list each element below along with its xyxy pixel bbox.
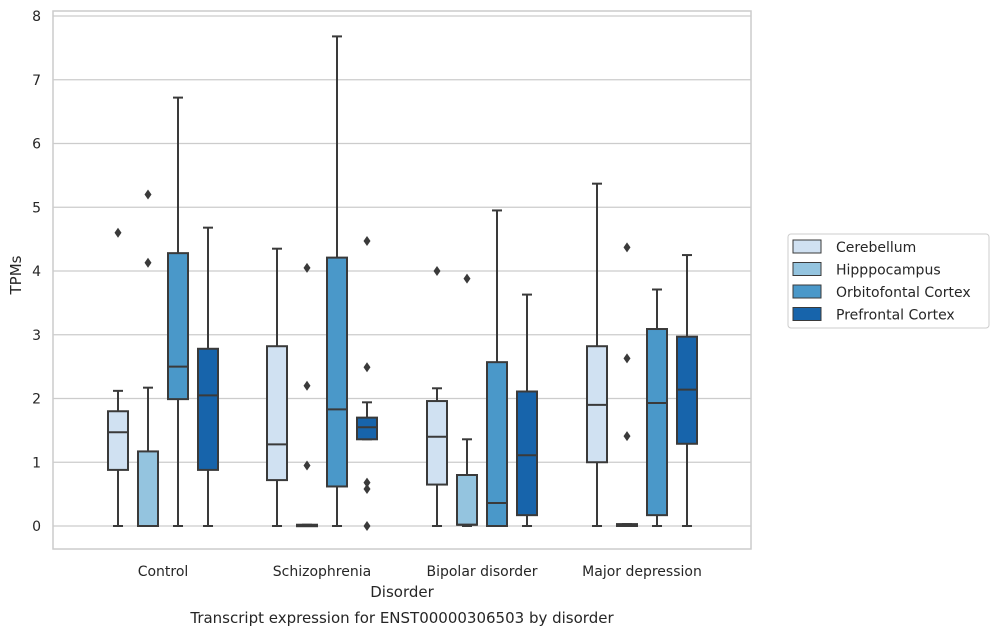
box-prefrontal-cortex-bipolar-disorder (516, 293, 538, 527)
chart-caption: Transcript expression for ENST0000030650… (189, 609, 614, 627)
box-hipppocampus-major-depression (616, 242, 638, 528)
outlier-point (363, 521, 371, 531)
box-iqr (266, 345, 288, 482)
outlier-point (463, 273, 471, 284)
box-iqr (516, 390, 538, 517)
y-tick-label: 1 (32, 455, 41, 471)
y-tick-label: 4 (32, 264, 41, 280)
box-hipppocampus-schizophrenia (296, 262, 318, 528)
outlier-point (433, 266, 441, 276)
legend-label: Orbitofontal Cortex (836, 285, 971, 301)
legend-label: Hipppocampus (836, 263, 941, 279)
legend-swatch (792, 262, 822, 276)
box-prefrontal-cortex-major-depression (676, 254, 698, 527)
box-iqr (646, 328, 668, 517)
outlier-point (623, 353, 631, 364)
box-iqr (167, 252, 189, 401)
y-tick-label: 8 (32, 9, 41, 25)
box-iqr (356, 416, 378, 441)
outlier-point (303, 460, 311, 471)
y-tick-labels: 0 1 2 3 4 5 6 7 8 (32, 9, 41, 535)
box-iqr (326, 256, 348, 488)
box-iqr (486, 361, 508, 527)
y-tick-label: 0 (32, 519, 41, 535)
box-orbitofontal-cortex-schizophrenia (326, 35, 348, 527)
box-iqr (137, 450, 159, 528)
outlier-point (144, 189, 152, 200)
box-prefrontal-cortex-schizophrenia (356, 236, 378, 531)
legend-label: Prefrontal Cortex (836, 308, 955, 324)
box-prefrontal-cortex-control (197, 226, 219, 527)
boxes (107, 35, 698, 531)
x-tick-label: Major depression (582, 564, 702, 580)
box-cerebellum-major-depression (586, 182, 608, 527)
box-iqr (456, 474, 478, 526)
y-tick-label: 7 (32, 73, 41, 89)
outlier-point (144, 257, 152, 268)
legend-label: Cerebellum (836, 240, 916, 256)
x-tick-labels: Control Schizophrenia Bipolar disorder Majo… (138, 564, 702, 580)
y-tick-label: 6 (32, 137, 41, 153)
outlier-point (363, 477, 371, 488)
box-iqr (107, 410, 129, 471)
box-hipppocampus-control (137, 189, 159, 528)
y-tick-label: 5 (32, 200, 41, 216)
outlier-point (363, 236, 371, 247)
y-tick-label: 3 (32, 328, 41, 344)
x-tick-label: Control (138, 564, 189, 580)
outlier-point (623, 242, 631, 253)
outlier-point (363, 484, 371, 495)
outlier-point (114, 227, 122, 238)
outlier-point (303, 380, 311, 391)
x-tick-label: Schizophrenia (273, 564, 371, 580)
legend: Cerebellum Hipppocampus Orbitofontal Corte… (787, 233, 990, 329)
box-iqr (426, 400, 448, 486)
box-iqr (197, 347, 219, 471)
y-axis-label: TPMs (7, 255, 25, 295)
box-orbitofontal-cortex-major-depression (646, 288, 668, 527)
legend-frame (787, 233, 990, 329)
box-cerebellum-schizophrenia (266, 247, 288, 527)
box-orbitofontal-cortex-control (167, 96, 189, 527)
box-cerebellum-control (107, 227, 129, 527)
outlier-point (623, 431, 631, 442)
x-axis-label: Disorder (370, 583, 434, 601)
box-orbitofontal-cortex-bipolar-disorder (486, 209, 508, 527)
outlier-point (363, 362, 371, 373)
legend-swatch (792, 284, 822, 299)
x-tick-label: Bipolar disorder (426, 564, 537, 580)
legend-swatch (792, 239, 822, 254)
legend-swatch (792, 307, 822, 321)
box-cerebellum-bipolar-disorder (426, 266, 448, 527)
outlier-point (303, 262, 311, 273)
box-hipppocampus-bipolar-disorder (456, 273, 478, 527)
y-tick-label: 2 (32, 392, 41, 408)
